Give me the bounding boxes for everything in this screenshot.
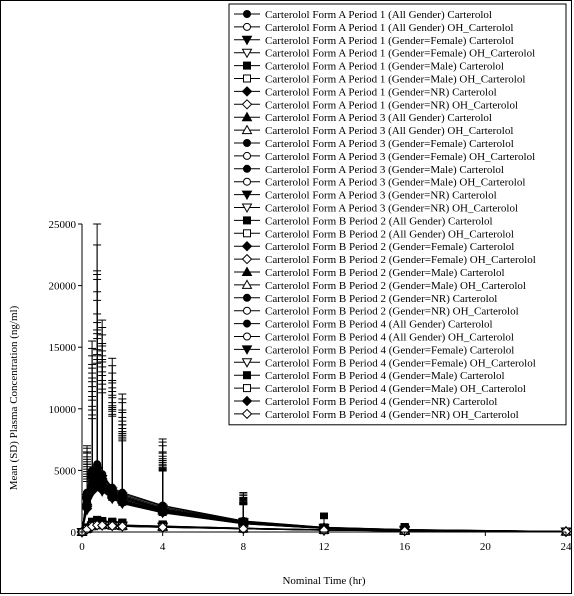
legend-entry: Carterolol Form A Period 3 (Gender=Male)… xyxy=(265,177,525,189)
legend-marker xyxy=(243,332,251,341)
legend-marker xyxy=(243,74,251,83)
y-tick-label: 0 xyxy=(71,527,77,539)
legend-entry: Carterolol Form B Period 4 (Gender=NR) C… xyxy=(265,396,497,408)
data-point xyxy=(81,503,93,514)
legend-entry: Carterolol Form B Period 2 (All Gender) … xyxy=(265,215,493,227)
legend-marker xyxy=(241,111,253,122)
legend-entry: Carterolol Form A Period 1 (All Gender) … xyxy=(265,22,513,34)
legend-entry: Carterolol Form A Period 1 (Gender=NR) O… xyxy=(265,99,518,111)
legend-entry: Carterolol Form A Period 3 (Gender=Femal… xyxy=(265,138,514,150)
legend-marker xyxy=(241,395,253,407)
legend-entry: Carterolol Form B Period 4 (All Gender) … xyxy=(265,319,493,331)
y-tick-label: 15000 xyxy=(49,342,77,354)
legend-marker xyxy=(241,99,253,110)
legend-entry: Carterolol Form B Period 2 (All Gender) … xyxy=(265,228,514,240)
y-axis-label: Mean (SD) Plasma Concentration (ng/ml) xyxy=(8,305,20,490)
data-point xyxy=(117,497,128,509)
legend-entry: Carterolol Form B Period 4 (All Gender) … xyxy=(265,332,514,344)
legend-marker xyxy=(243,177,251,186)
x-tick-label: 24 xyxy=(561,541,573,553)
legend-marker xyxy=(243,216,251,225)
data-point xyxy=(96,520,108,531)
legend-marker xyxy=(241,279,253,289)
legend-entry: Carterolol Form A Period 3 (All Gender) … xyxy=(265,112,492,124)
series-markers xyxy=(76,459,572,538)
x-tick-label: 4 xyxy=(160,541,166,553)
x-axis-label: Nominal Time (hr) xyxy=(282,575,365,587)
data-point xyxy=(117,521,128,532)
legend-entry: Carterolol Form A Period 1 (All Gender) … xyxy=(265,9,492,21)
legend-entry: Carterolol Form A Period 1 (Gender=NR) C… xyxy=(265,86,497,98)
legend-entry: Carterolol Form A Period 3 (Gender=Male)… xyxy=(265,164,504,176)
data-point xyxy=(96,484,108,496)
legend-marker xyxy=(243,319,251,328)
legend-entry: Carterolol Form B Period 2 (Gender=NR) O… xyxy=(265,306,519,318)
data-point xyxy=(91,479,103,491)
legend-marker xyxy=(243,384,251,393)
legend-entry: Carterolol Form B Period 2 (Gender=Femal… xyxy=(265,254,536,266)
x-ticks: 0 4 8 12 16 20 24 xyxy=(79,532,572,553)
legend-entry: Carterolol Form B Period 4 (Gender=Male)… xyxy=(265,383,526,395)
legend-box xyxy=(228,3,567,426)
legend-entry: Carterolol Form A Period 3 (Gender=NR) C… xyxy=(265,190,497,202)
legend-marker xyxy=(243,306,251,315)
y-tick-label: 25000 xyxy=(49,219,77,231)
legend-entry: Carterolol Form B Period 2 (Gender=Male)… xyxy=(265,280,526,292)
legend-entry: Carterolol Form B Period 4 (Gender=Male)… xyxy=(265,370,505,382)
legend-marker xyxy=(243,164,251,173)
legend-marker xyxy=(241,253,253,265)
legend-marker xyxy=(243,10,251,18)
legend-entry: Carterolol Form B Period 4 (Gender=Femal… xyxy=(265,357,536,369)
legend-entry: Carterolol Form A Period 1 (Gender=Femal… xyxy=(265,48,535,60)
legend-marker xyxy=(241,240,253,252)
y-tick-label: 10000 xyxy=(49,404,77,416)
legend-marker xyxy=(241,345,253,355)
legend-entry: Carterolol Form B Period 2 (Gender=Femal… xyxy=(265,241,514,253)
legend-marker xyxy=(241,35,253,46)
data-point xyxy=(107,492,118,504)
legend-marker xyxy=(243,139,251,147)
legend-marker xyxy=(241,358,253,368)
x-tick-label: 16 xyxy=(399,541,411,553)
legend: Carterolol Form A Period 1 (All Gender) … xyxy=(228,3,567,426)
data-point xyxy=(107,520,118,532)
x-tick-label: 0 xyxy=(79,541,85,553)
legend-marker xyxy=(243,151,251,160)
legend-marker xyxy=(243,22,251,31)
legend-entry: Carterolol Form A Period 3 (Gender=NR) O… xyxy=(265,203,518,215)
data-point xyxy=(86,486,98,497)
legend-marker xyxy=(243,371,251,380)
legend-entry: Carterolol Form A Period 1 (Gender=Femal… xyxy=(265,35,514,47)
legend-entry: Carterolol Form B Period 2 (Gender=NR) C… xyxy=(265,293,497,305)
legend-marker xyxy=(241,86,253,97)
legend-entry: Carterolol Form A Period 3 (All Gender) … xyxy=(265,125,513,137)
legend-entry: Carterolol Form B Period 2 (Gender=Male)… xyxy=(265,267,505,279)
y-tick-label: 20000 xyxy=(49,281,77,293)
legend-marker xyxy=(241,203,253,214)
legend-entry: Carterolol Form B Period 4 (Gender=Femal… xyxy=(265,344,514,356)
data-point xyxy=(157,507,168,518)
data-point xyxy=(91,466,103,476)
legend-marker xyxy=(241,266,253,276)
x-tick-label: 8 xyxy=(241,541,247,553)
legend-marker xyxy=(241,190,253,201)
legend-entry: Carterolol Form A Period 3 (Gender=Femal… xyxy=(265,151,535,163)
legend-marker xyxy=(243,293,251,302)
legend-entry: Carterolol Form B Period 4 (Gender=NR) O… xyxy=(265,409,519,421)
x-tick-label: 12 xyxy=(319,541,330,553)
legend-marker xyxy=(241,48,253,59)
legend-entry: Carterolol Form A Period 1 (Gender=Male)… xyxy=(265,74,525,86)
x-tick-label: 20 xyxy=(480,541,492,553)
legend-marker xyxy=(241,408,253,420)
legend-marker xyxy=(243,229,251,238)
legend-entry: Carterolol Form A Period 1 (Gender=Male)… xyxy=(265,61,504,73)
legend-marker xyxy=(243,61,251,70)
y-tick-label: 5000 xyxy=(54,465,77,477)
legend-marker xyxy=(241,124,253,135)
y-ticks: 0 5000 10000 15000 20000 25000 xyxy=(49,219,82,539)
